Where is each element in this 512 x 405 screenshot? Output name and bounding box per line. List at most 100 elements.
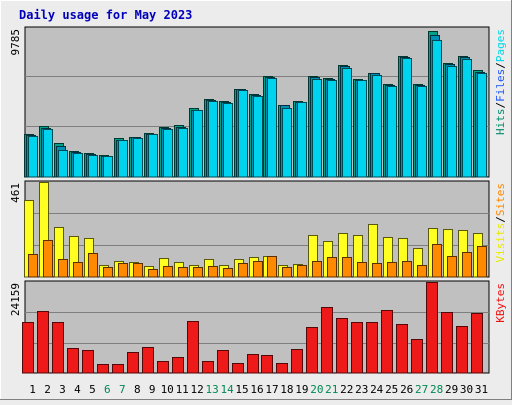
bar-sites-day-21 (327, 257, 337, 278)
bar-pages-day-30 (462, 59, 472, 178)
bar-pages-day-10 (163, 129, 173, 178)
bar-pages-day-4 (73, 153, 83, 178)
bar-kbytes-day-1 (22, 322, 34, 374)
bar-kbytes-day-22 (336, 318, 348, 374)
x-tick-label: 24 (370, 383, 384, 396)
bar-sites-day-31 (477, 246, 487, 278)
x-tick-label: 1 (29, 383, 36, 396)
bar-kbytes-day-23 (351, 322, 363, 374)
bar-sites-day-26 (402, 261, 412, 278)
panel-top-legend: Hits/Files/Pages (494, 29, 507, 135)
bar-pages-day-19 (297, 102, 307, 178)
x-tick-label: 13 (205, 383, 218, 396)
x-tick-label: 6 (104, 383, 111, 396)
legend-visits: Visits (494, 223, 507, 263)
bar-kbytes-day-17 (261, 355, 273, 374)
x-tick-label: 27 (415, 383, 428, 396)
bar-sites-day-30 (462, 252, 472, 278)
bar-sites-day-28 (432, 244, 442, 278)
legend-separator: / (494, 102, 507, 109)
bar-pages-day-31 (477, 73, 487, 178)
bar-kbytes-day-10 (157, 361, 169, 374)
bar-pages-day-13 (208, 101, 218, 178)
bar-sites-day-2 (43, 240, 53, 278)
bar-sites-day-14 (223, 268, 233, 278)
panel-bottom: 24159 KBytes (9, 280, 507, 374)
bar-pages-day-17 (267, 78, 277, 178)
bar-pages-day-7 (118, 140, 128, 178)
bar-sites-day-19 (297, 265, 307, 278)
bar-kbytes-day-28 (426, 282, 438, 374)
chart-title: Daily usage for May 2023 (19, 8, 192, 22)
legend-kbytes: KBytes (494, 283, 507, 323)
series-pages (28, 40, 487, 178)
x-tick-label: 22 (340, 383, 353, 396)
bar-sites-day-9 (148, 269, 158, 278)
bar-sites-day-7 (118, 263, 128, 278)
panel-bottom-legend: KBytes (494, 283, 507, 323)
x-tick-label: 21 (325, 383, 338, 396)
bar-sites-day-15 (238, 263, 248, 278)
x-tick-label: 19 (295, 383, 308, 396)
bar-pages-day-1 (28, 136, 38, 178)
x-tick-label: 25 (385, 383, 398, 396)
bar-pages-day-3 (58, 150, 68, 178)
bar-sites-day-25 (387, 262, 397, 278)
bar-kbytes-day-6 (97, 364, 109, 374)
panel-bottom-ymax-label: 24159 (9, 283, 22, 316)
panel-middle-legend: Visits/Sites (494, 183, 507, 263)
x-tick-label: 20 (310, 383, 323, 396)
bar-sites-day-24 (372, 263, 382, 278)
bar-pages-day-12 (193, 110, 203, 178)
bar-kbytes-day-11 (172, 357, 184, 374)
x-tick-label: 4 (74, 383, 81, 396)
x-tick-label: 5 (89, 383, 96, 396)
bar-sites-day-12 (193, 267, 203, 278)
x-tick-label: 23 (355, 383, 368, 396)
bar-sites-day-22 (342, 257, 352, 278)
series-sites (28, 240, 487, 278)
bar-pages-day-16 (253, 96, 263, 178)
bar-pages-day-6 (103, 156, 113, 178)
bar-kbytes-day-7 (112, 364, 124, 374)
bar-kbytes-day-29 (441, 312, 453, 374)
x-tick-label: 26 (400, 383, 413, 396)
bar-pages-day-21 (327, 80, 337, 178)
bar-pages-day-23 (357, 80, 367, 178)
bar-sites-day-29 (447, 256, 457, 278)
bar-pages-day-9 (148, 134, 158, 178)
bar-pages-day-25 (387, 86, 397, 178)
bar-pages-day-20 (312, 79, 322, 178)
x-tick-labels: 1 2 3 4 5 6 7 8 9 10 11 12 13 14 15 16 17 18 19 20 21 22 23 24 2… (29, 383, 488, 396)
x-tick-label: 31 (475, 383, 488, 396)
legend-sites: Sites (494, 183, 507, 216)
bar-pages-day-8 (133, 138, 143, 178)
bar-kbytes-day-21 (321, 307, 333, 374)
bar-sites-day-23 (357, 262, 367, 278)
panel-top-ymax-label: 9785 (9, 29, 22, 56)
bar-kbytes-day-26 (396, 324, 408, 374)
panel-middle: 461 Visits/Sites (9, 180, 507, 278)
legend-separator: / (494, 62, 507, 69)
panel-top: 9785 Hits/Files/Pages (9, 26, 507, 178)
bar-kbytes-day-31 (471, 313, 483, 374)
bar-pages-day-11 (178, 128, 188, 178)
bar-kbytes-day-3 (52, 322, 64, 374)
bar-kbytes-day-12 (187, 321, 199, 374)
x-tick-label: 9 (149, 383, 156, 396)
x-tick-label: 3 (59, 383, 66, 396)
bar-pages-day-28 (432, 40, 442, 178)
x-tick-label: 18 (280, 383, 293, 396)
bar-sites-day-1 (28, 254, 38, 278)
bar-kbytes-day-13 (202, 361, 214, 374)
bar-kbytes-day-25 (381, 310, 393, 374)
bar-kbytes-day-19 (291, 349, 303, 374)
bar-sites-day-20 (312, 261, 322, 278)
bar-pages-day-2 (43, 129, 53, 178)
bar-kbytes-day-5 (82, 350, 94, 374)
legend-pages: Pages (494, 29, 507, 62)
bar-sites-day-17 (267, 256, 277, 278)
bar-sites-day-3 (58, 259, 68, 278)
